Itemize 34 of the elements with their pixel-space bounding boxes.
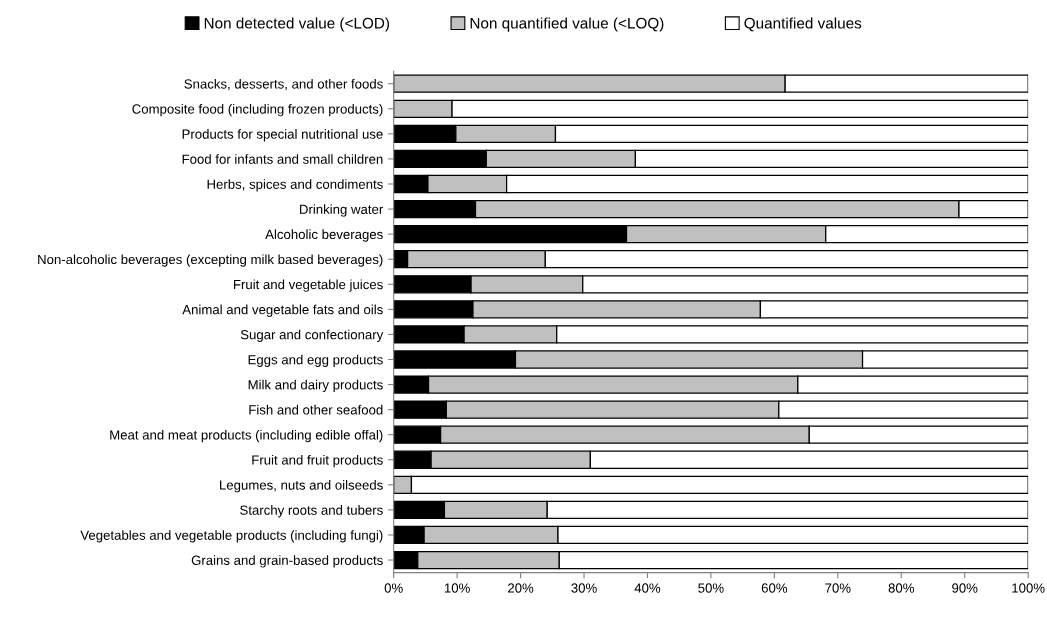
y-tick-label: Legumes, nuts and oilseeds: [220, 480, 383, 493]
x-tick-label: 40%: [634, 583, 661, 593]
x-tick-label: 50%: [698, 583, 724, 593]
legend-label: Non detected value (<LOD): [204, 17, 390, 32]
y-tick-label: Products for special nutritional use: [182, 129, 383, 142]
y-tick-label: Starchy roots and tubers: [240, 505, 383, 518]
y-tick-label: Composite food (including frozen products): [132, 104, 383, 117]
x-tick-label: 30%: [571, 583, 597, 593]
y-tick-label: Vegetables and vegetable products (including fungi): [80, 530, 383, 543]
legend-label: Non quantified value (<LOQ): [470, 17, 664, 32]
y-tick-label: Drinking water: [300, 204, 384, 217]
y-tick-label: Sugar and confectionary: [240, 329, 384, 342]
y-tick-label: Animal and vegetable fats and oils: [182, 304, 383, 317]
y-tick-label: Meat and meat products (including edible offal): [110, 429, 383, 443]
y-tick-label: Alcoholic beverages: [265, 229, 383, 242]
x-tick-label: 10%: [444, 583, 470, 593]
y-tick-label: Food for infants and small children: [182, 154, 383, 164]
x-tick-label: 60%: [761, 583, 788, 593]
x-tick-label: 90%: [952, 583, 978, 593]
x-tick-label: 80%: [888, 583, 914, 593]
y-tick-label: Milk and dairy products: [248, 379, 383, 393]
x-tick-label: 20%: [508, 583, 534, 593]
y-tick-label: Fruit and fruit products: [252, 454, 383, 468]
legend-label: Quantified values: [744, 17, 862, 32]
y-tick-label: Non-alcoholic beverages (excepting milk based beverages): [38, 254, 383, 267]
x-tick-label: 70%: [825, 583, 851, 593]
y-tick-label: Snacks, desserts, and other foods: [184, 78, 383, 91]
y-tick-label: Eggs and egg products: [248, 354, 383, 367]
y-tick-label: Fruit and vegetable juices: [233, 279, 383, 292]
x-tick-label: 0%: [384, 583, 403, 593]
y-tick-label: Grains and grain-based products: [191, 555, 383, 568]
y-tick-label: Herbs, spices and condiments: [207, 179, 383, 192]
x-tick-label: 100%: [1012, 583, 1045, 593]
y-tick-label: Fish and other seafood: [249, 404, 383, 415]
